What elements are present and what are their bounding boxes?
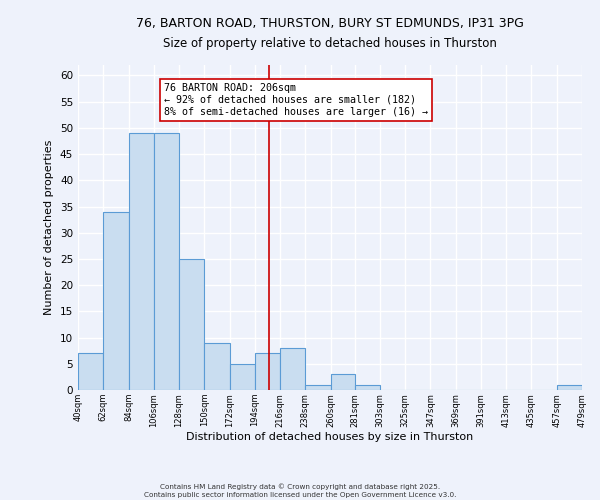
- Bar: [179, 259, 204, 390]
- Bar: [331, 374, 355, 390]
- Text: 76, BARTON ROAD, THURSTON, BURY ST EDMUNDS, IP31 3PG: 76, BARTON ROAD, THURSTON, BURY ST EDMUN…: [136, 17, 524, 30]
- Bar: [103, 212, 128, 390]
- Bar: [305, 385, 331, 390]
- Text: Contains HM Land Registry data © Crown copyright and database right 2025.
Contai: Contains HM Land Registry data © Crown c…: [144, 484, 456, 498]
- Bar: [255, 354, 280, 390]
- Text: 76 BARTON ROAD: 206sqm
← 92% of detached houses are smaller (182)
8% of semi-det: 76 BARTON ROAD: 206sqm ← 92% of detached…: [164, 84, 428, 116]
- Bar: [557, 385, 582, 390]
- Bar: [154, 133, 179, 390]
- Bar: [204, 343, 230, 390]
- Bar: [78, 354, 103, 390]
- Y-axis label: Number of detached properties: Number of detached properties: [44, 140, 55, 315]
- Bar: [280, 348, 305, 390]
- Bar: [355, 385, 380, 390]
- Bar: [230, 364, 255, 390]
- X-axis label: Distribution of detached houses by size in Thurston: Distribution of detached houses by size …: [187, 432, 473, 442]
- Bar: [128, 133, 154, 390]
- Text: Size of property relative to detached houses in Thurston: Size of property relative to detached ho…: [163, 37, 497, 50]
